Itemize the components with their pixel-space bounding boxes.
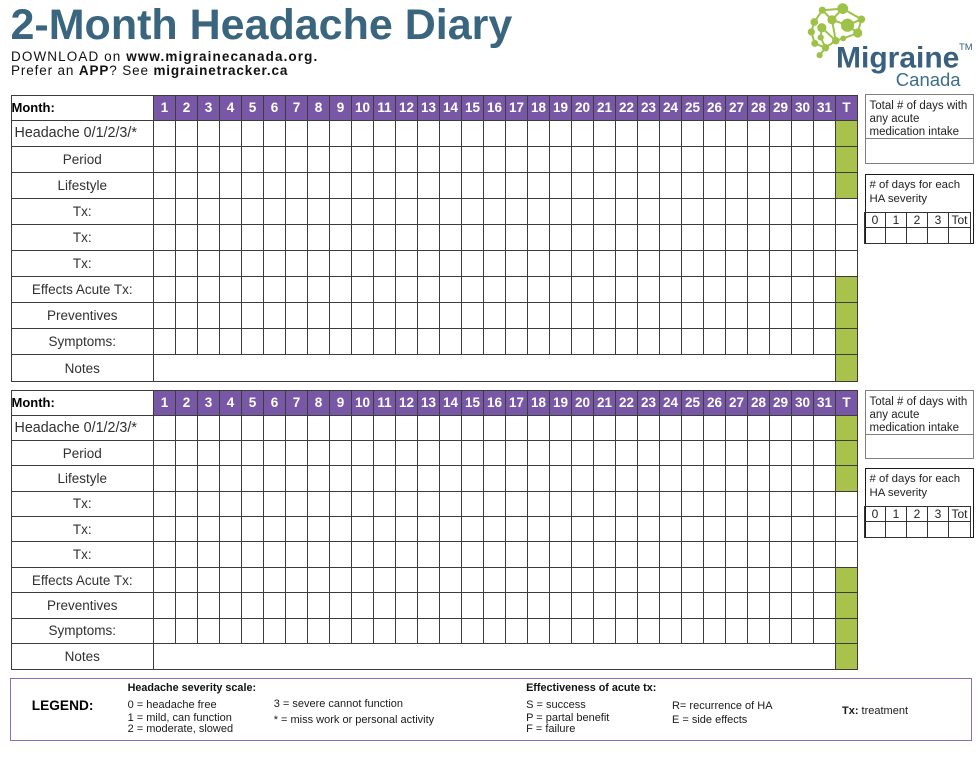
svg-text:Canada: Canada <box>896 69 962 90</box>
svg-text:Migraine: Migraine <box>836 41 959 74</box>
svg-text:TM: TM <box>959 42 973 53</box>
